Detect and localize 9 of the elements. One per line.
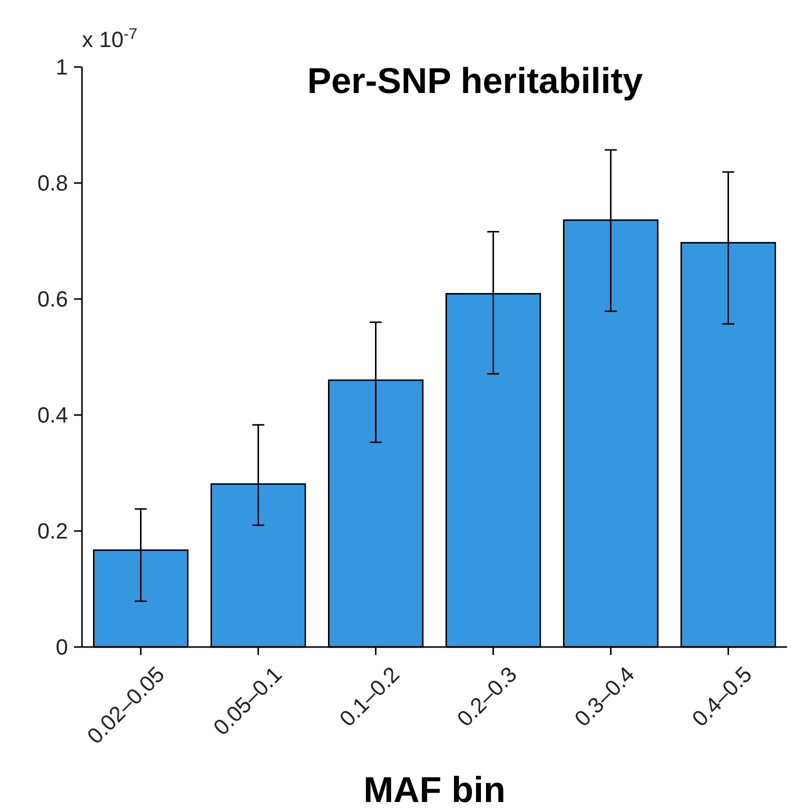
y-tick-label: 1 [56, 54, 68, 80]
x-axis-title: MAF bin [364, 769, 506, 810]
y-tick-label: 0.4 [37, 402, 68, 428]
text: x 10$^{-7}$ [82, 26, 138, 52]
y-tick-label: 0.6 [37, 286, 68, 312]
y-tick-label: 0.2 [37, 518, 68, 544]
chart-title: Per-SNP heritability [307, 60, 643, 101]
y-tick-label: 0 [56, 634, 68, 660]
y-tick-label: 0.8 [37, 170, 68, 196]
